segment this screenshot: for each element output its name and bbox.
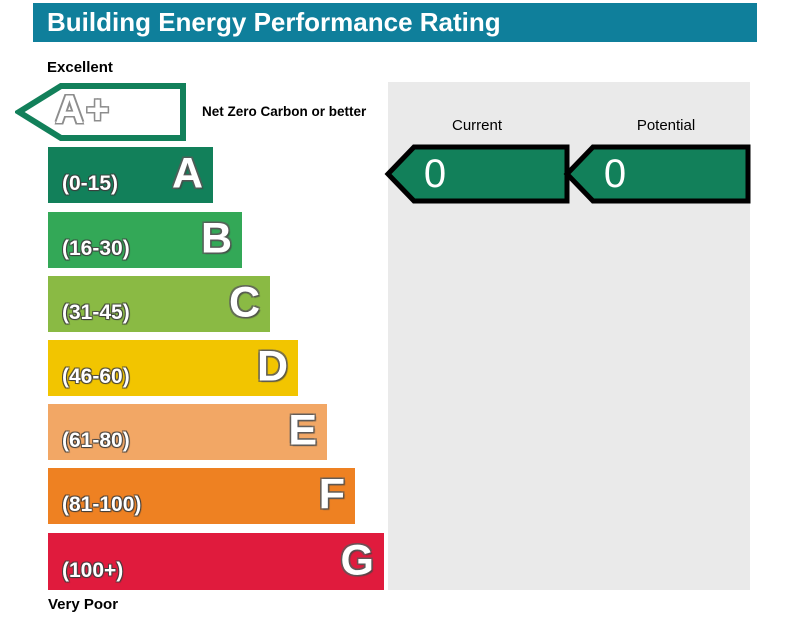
- band-letter: C: [228, 278, 260, 327]
- band-range: (16-30): [62, 237, 130, 260]
- band-range: (100+): [62, 559, 124, 582]
- band-c: (31-45) C: [48, 276, 270, 332]
- header-bar: Building Energy Performance Rating: [33, 3, 757, 42]
- band-range: (81-100): [62, 493, 142, 516]
- scale-top-label: Excellent: [47, 59, 113, 76]
- band-aplus-letter: A+: [55, 88, 112, 132]
- page-title: Building Energy Performance Rating: [47, 7, 501, 37]
- potential-column-label: Potential: [636, 117, 696, 134]
- potential-rating-arrow: [563, 144, 751, 204]
- band-range: (61-80): [62, 429, 130, 452]
- band-a: (0-15) A: [48, 147, 213, 203]
- band-e: (61-80) E: [48, 404, 327, 460]
- band-letter: D: [256, 342, 288, 391]
- band-letter: G: [340, 536, 374, 585]
- band-g: (100+) G: [48, 533, 384, 590]
- band-b: (16-30) B: [48, 212, 242, 268]
- potential-rating-value: 0: [603, 152, 627, 196]
- band-aplus-arrow: [15, 83, 186, 141]
- band-letter: E: [288, 406, 317, 455]
- current-rating-value: 0: [423, 152, 447, 196]
- band-range: (46-60): [62, 365, 130, 388]
- band-range: (0-15): [62, 172, 119, 195]
- band-aplus-note: Net Zero Carbon or better: [202, 104, 367, 119]
- band-aplus-arrow-shape: [15, 83, 186, 141]
- band-range: (31-45): [62, 301, 130, 324]
- scale-bottom-label: Very Poor: [48, 596, 119, 613]
- band-f: (81-100) F: [48, 468, 355, 524]
- band-letter: B: [200, 214, 232, 263]
- potential-rating-arrow-shape: [563, 144, 751, 204]
- band-d: (46-60) D: [48, 340, 298, 396]
- current-column-label: Current: [451, 117, 503, 134]
- band-letter: A: [171, 149, 203, 198]
- band-letter: F: [318, 470, 345, 519]
